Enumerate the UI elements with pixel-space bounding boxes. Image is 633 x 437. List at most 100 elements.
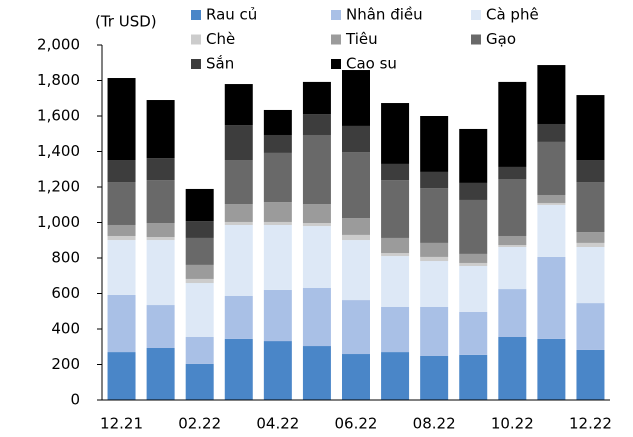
bar-segment — [263, 202, 292, 222]
bar-segment — [302, 287, 331, 347]
bar-segment — [576, 349, 605, 400]
bar-segment — [576, 160, 605, 183]
bar-segment — [576, 232, 605, 243]
bar-segment — [185, 264, 214, 279]
bar-segment — [224, 204, 253, 222]
bar-segment — [185, 336, 214, 364]
bar-segment — [224, 224, 253, 296]
bar-segment — [498, 336, 527, 400]
bar-segment — [263, 109, 292, 135]
bar-segment — [263, 221, 292, 225]
legend-label: Rau củ — [206, 6, 257, 24]
bar-segment — [459, 311, 488, 355]
bar-segment — [576, 246, 605, 304]
bar-segment — [420, 116, 449, 172]
bar-segment — [381, 103, 410, 164]
x-tick-label: 08.22 — [413, 415, 456, 433]
bar-segment — [420, 355, 449, 400]
y-tick-label: 1,600 — [37, 107, 80, 125]
bar-segment — [381, 253, 410, 257]
legend-swatch — [331, 59, 341, 69]
bar-segment — [576, 182, 605, 233]
bar-segment — [224, 295, 253, 339]
legend-swatch — [471, 34, 481, 45]
bar-segment — [537, 338, 566, 400]
bar-segment — [224, 338, 253, 400]
bar-segment — [459, 182, 488, 200]
bar-segment — [107, 352, 136, 400]
bar-segment — [302, 114, 331, 135]
bar-segment — [420, 306, 449, 356]
bar-segment — [459, 253, 488, 263]
bar-segment — [537, 194, 566, 203]
bar-segment — [342, 218, 370, 235]
y-tick-label: 800 — [51, 249, 80, 267]
bar-segment — [420, 256, 449, 262]
bar-segment — [381, 180, 410, 238]
bar-segment — [342, 234, 370, 241]
bar-segment — [537, 141, 566, 195]
legend-label: Chè — [206, 30, 235, 48]
bar-segment — [381, 163, 410, 181]
legend-label: Gạo — [486, 30, 516, 48]
bar-segment — [185, 237, 214, 265]
x-tick-label: 12.22 — [569, 415, 612, 433]
bar-segment — [263, 224, 292, 290]
bar-segment — [498, 246, 527, 290]
bar-segment — [381, 237, 410, 254]
bar-segment — [224, 221, 253, 225]
bar-segment — [146, 223, 175, 238]
bar-segment — [537, 65, 566, 124]
bar-segment — [459, 354, 488, 400]
bar-segment — [459, 128, 488, 183]
y-tick-label: 0 — [70, 391, 80, 409]
bar-segment — [185, 363, 214, 400]
bar-segment — [342, 354, 370, 400]
y-tick-label: 1,400 — [37, 142, 80, 160]
bar-segment — [302, 226, 331, 288]
bar-segment — [146, 180, 175, 224]
bar-segment — [537, 123, 566, 142]
bar-segment — [146, 158, 175, 181]
bar-segment — [224, 125, 253, 161]
bar-segment — [302, 223, 331, 227]
legend-swatch — [191, 34, 201, 45]
bar-segment — [302, 204, 331, 224]
y-tick-label: 1,000 — [37, 213, 80, 231]
bar-segment — [107, 182, 136, 225]
x-tick-label: 06.22 — [335, 415, 378, 433]
bar-segment — [381, 256, 410, 307]
bar-segment — [185, 278, 214, 284]
bar-segment — [302, 81, 331, 115]
bar-segment — [381, 306, 410, 353]
x-tick-label: 12.21 — [100, 415, 143, 433]
bar-segment — [342, 125, 370, 153]
bar-segment — [302, 134, 331, 205]
y-tick-label: 600 — [51, 284, 80, 302]
bar-segment — [107, 235, 136, 241]
bar-segment — [420, 188, 449, 243]
y-tick-label: 400 — [51, 320, 80, 338]
bar-segment — [107, 294, 136, 353]
bar-segment — [263, 289, 292, 342]
bar-segment — [263, 134, 292, 153]
bar-segment — [342, 240, 370, 301]
legend-swatch — [471, 10, 481, 20]
bar-segment — [498, 166, 527, 180]
bar-segment — [342, 70, 370, 126]
bar-segment — [342, 300, 370, 355]
bar-segment — [263, 152, 292, 203]
bar-segment — [420, 261, 449, 307]
bar-segment — [302, 346, 331, 400]
y-tick-label: 200 — [51, 355, 80, 373]
bar-segment — [146, 305, 175, 348]
legend-swatch — [331, 10, 341, 20]
bar-segment — [224, 160, 253, 205]
bar-segment — [576, 303, 605, 350]
bar-segment — [537, 202, 566, 205]
bar-segment — [459, 199, 488, 254]
bar-segment — [107, 160, 136, 183]
legend-swatch — [191, 59, 201, 69]
bar-segment — [107, 240, 136, 295]
